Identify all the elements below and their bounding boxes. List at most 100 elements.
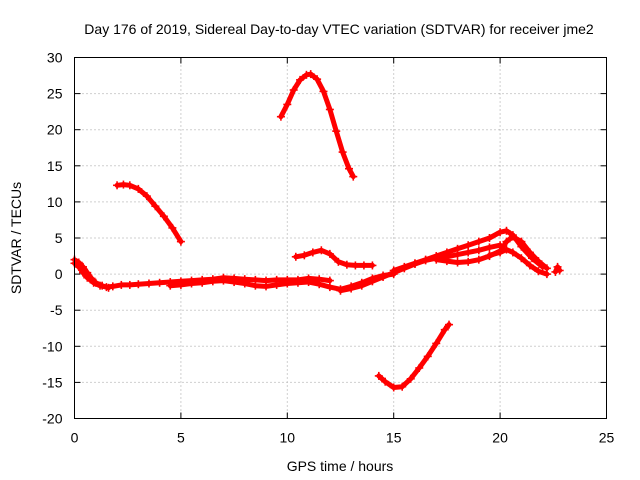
x-tick-label: 25 (599, 430, 615, 446)
data-point (336, 286, 345, 295)
data-point (98, 281, 107, 290)
data-point (276, 112, 285, 121)
data-point (381, 377, 390, 386)
data-point (432, 255, 441, 264)
data-point (368, 277, 377, 286)
data-point (325, 283, 334, 292)
y-axis-label: SDTVAR / TECUs (8, 182, 24, 294)
data-point (464, 248, 473, 257)
series-arc-4 (276, 70, 358, 181)
data-point (517, 237, 526, 246)
data-point (351, 261, 360, 270)
data-point (525, 248, 534, 257)
grid (74, 57, 607, 419)
data-point (502, 245, 511, 254)
x-tick-label: 0 (71, 430, 79, 446)
data-point (291, 252, 300, 261)
series-arc-7 (336, 241, 505, 295)
data-point (317, 246, 326, 255)
data-point (155, 278, 164, 287)
data-point (496, 228, 505, 237)
x-tick-label: 5 (177, 430, 185, 446)
data-point (319, 87, 328, 96)
data-point (442, 248, 451, 257)
data-point (306, 70, 315, 79)
data-point (368, 261, 377, 270)
data-point (87, 274, 96, 283)
data-point (423, 352, 432, 361)
y-tick-label: 20 (47, 122, 63, 138)
data-point (485, 243, 494, 252)
data-point (313, 75, 322, 84)
data-point (485, 234, 494, 242)
chart-title: Day 176 of 2019, Sidereal Day-to-day VTE… (84, 21, 594, 37)
data-point (555, 266, 564, 275)
data-point (300, 251, 309, 260)
y-tick-label: -15 (42, 374, 62, 390)
y-tick-label: 10 (47, 194, 63, 210)
data-point (502, 226, 511, 235)
series-group (70, 70, 564, 392)
x-tick-label: 10 (280, 430, 296, 446)
data-point (251, 281, 260, 290)
data-point (496, 248, 505, 257)
data-point (474, 255, 483, 264)
x-tick-label: 15 (386, 430, 402, 446)
data-point (379, 272, 388, 281)
data-point (125, 181, 134, 190)
y-tick-label: -10 (42, 338, 62, 354)
data-point (198, 278, 207, 287)
data-point (117, 280, 126, 289)
data-point (144, 279, 153, 288)
data-point (230, 278, 239, 287)
y-tick-label: -20 (42, 411, 62, 427)
series-line (293, 247, 375, 268)
data-point (349, 172, 358, 181)
data-point (534, 257, 543, 266)
data-point (166, 281, 175, 290)
series-arc-12 (551, 262, 564, 276)
data-point (272, 280, 281, 289)
data-point (176, 280, 185, 289)
y-tick-label: 0 (55, 266, 63, 282)
data-point (187, 279, 196, 288)
series-line (114, 182, 184, 245)
series-line (376, 322, 452, 390)
data-point (445, 320, 454, 329)
data-point (219, 276, 228, 285)
data-point (142, 192, 151, 201)
series-arc-11 (485, 245, 551, 279)
series-arc-6 (291, 246, 377, 270)
data-point (334, 257, 343, 266)
data-point (357, 281, 366, 290)
tick-labels: 0 5 10 15 20 25 -20 -15 -10 -5 0 5 10 15 20 25 30 (42, 50, 614, 446)
y-tick-label: 30 (47, 50, 63, 66)
data-point (289, 85, 298, 94)
data-point (374, 371, 383, 380)
data-point (79, 262, 88, 271)
data-point (325, 249, 334, 258)
data-point (389, 266, 398, 275)
data-point (240, 279, 249, 288)
series-arc-3 (113, 180, 185, 246)
data-point (453, 244, 462, 253)
y-tick-label: 5 (55, 230, 63, 246)
data-point (410, 259, 419, 268)
data-point (262, 282, 271, 291)
data-point (347, 284, 356, 293)
data-point (432, 339, 441, 348)
data-point (421, 255, 430, 264)
data-point (359, 261, 368, 270)
data-point (159, 212, 168, 221)
data-point (551, 267, 560, 276)
data-point (442, 257, 451, 266)
x-axis-label: GPS time / hours (287, 458, 394, 474)
data-point (502, 237, 511, 246)
data-point (308, 248, 317, 257)
data-point (325, 105, 334, 114)
data-point (104, 283, 113, 292)
data-point (398, 382, 407, 391)
data-point (296, 75, 305, 84)
data-point (134, 184, 143, 193)
data-point (542, 270, 551, 279)
